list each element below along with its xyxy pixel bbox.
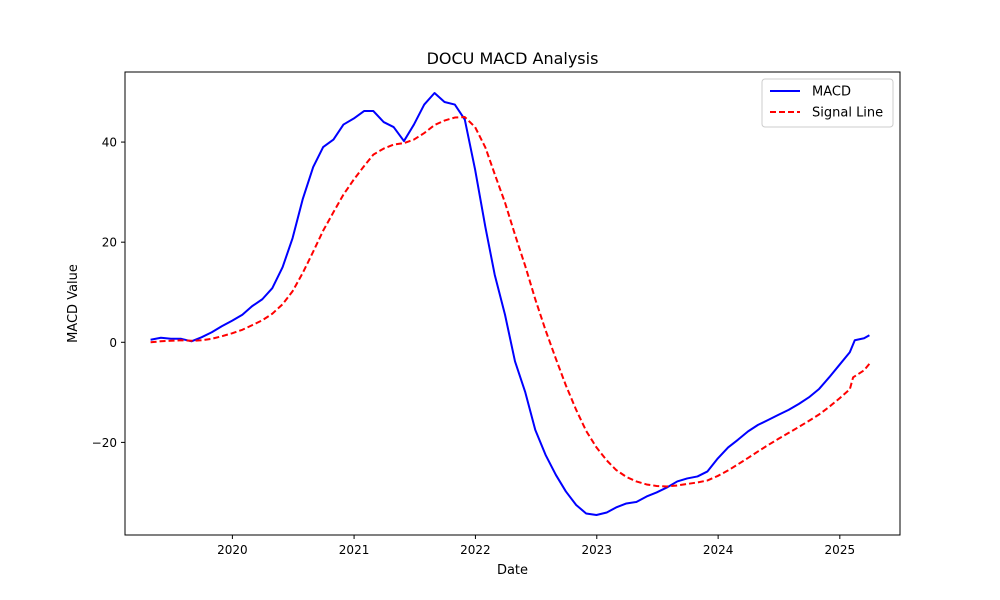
series-line-macd: [150, 92, 870, 516]
x-tick-label: 2021: [339, 543, 370, 557]
legend-label-signal-line: Signal Line: [812, 106, 883, 121]
x-axis-ticks: 2020 2021 2022 2023 2024 2025: [217, 535, 855, 557]
chart-title: DOCU MACD Analysis: [427, 49, 599, 68]
legend-label-macd: MACD: [812, 85, 851, 100]
x-tick-label: 2022: [460, 543, 491, 557]
legend: MACD Signal Line: [761, 78, 894, 128]
y-tick-label: 40: [102, 136, 117, 150]
x-tick-label: 2023: [582, 543, 613, 557]
plot-area-frame: [124, 71, 901, 536]
x-tick-label: 2024: [703, 543, 734, 557]
x-tick-label: 2020: [217, 543, 248, 557]
x-axis-label: Date: [497, 563, 528, 578]
y-tick-label: −20: [92, 436, 117, 450]
series-layer: [150, 92, 871, 516]
series-line-signal-line: [150, 116, 871, 488]
y-axis-label: MACD Value: [66, 264, 81, 343]
y-tick-label: 20: [102, 236, 117, 250]
y-tick-label: 0: [109, 336, 117, 350]
y-axis-ticks: −20 0 20 40: [92, 136, 125, 450]
x-tick-label: 2025: [825, 543, 856, 557]
